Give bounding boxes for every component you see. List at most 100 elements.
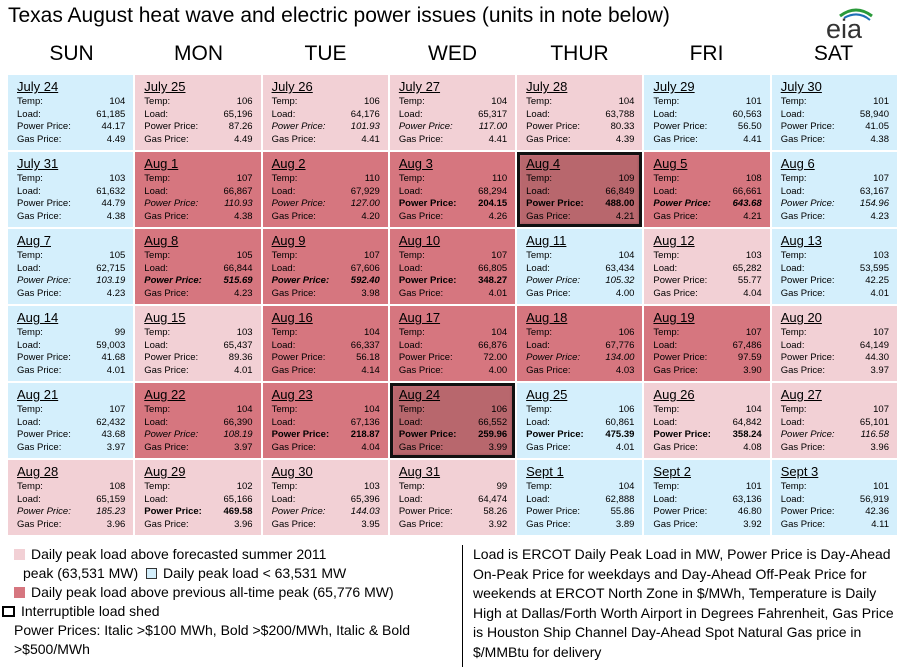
date-link[interactable]: Aug 1 [144,156,179,171]
gas-value: 4.26 [488,210,508,222]
legend-above-forecast: Daily peak load above forecasted summer … [31,546,327,562]
gas-row: Gas Price: 4.41 [272,134,380,147]
day-cell: July 28 Temp: 104 Load: 63,788 Power Price: 80… [517,75,643,150]
date-link[interactable]: July 24 [17,79,59,94]
gas-row: Gas Price: 4.21 [653,211,761,224]
power-label: Power Price: [17,506,71,517]
gas-label: Gas Price: [398,287,444,299]
power-value: 108.19 [223,429,253,440]
date-link[interactable]: Sept 2 [653,464,692,479]
date-link[interactable]: Aug 3 [398,156,433,171]
day-cell: Aug 12 Temp: 103 Load: 65,282 Power Price: 55.… [644,229,770,304]
date-link[interactable]: Aug 17 [398,310,441,325]
temp-row: Temp: 105 [17,250,125,263]
power-row: Power Price: 218.87 [272,429,380,442]
power-row: Power Price: 105.32 [526,275,634,288]
temp-row: Temp: 106 [526,327,634,340]
date-link[interactable]: Aug 23 [271,387,313,402]
power-label: Power Price: [17,275,71,286]
date-link[interactable]: Aug 12 [653,233,695,248]
power-value: 89.36 [228,352,253,363]
date-link[interactable]: July 29 [653,79,695,94]
date-link[interactable]: Aug 2 [271,156,306,171]
day-cell: Aug 20 Temp: 107 Load: 64,149 Power Price: 44.… [771,306,897,381]
date-link[interactable]: Aug 7 [17,233,51,248]
temp-row: Temp: 101 [653,481,761,494]
date-link[interactable]: Aug 22 [144,387,186,402]
date-link[interactable]: Sept 3 [780,464,819,479]
date-link[interactable]: July 28 [526,79,568,94]
date-link[interactable]: Aug 28 [17,464,59,479]
temp-label: Temp: [144,96,171,107]
date-link[interactable]: Aug 9 [271,233,306,248]
gas-label: Gas Price: [780,364,826,376]
gas-value: 3.97 [106,441,126,453]
power-label: Power Price: [144,352,199,363]
gas-label: Gas Price: [271,133,316,145]
legend-load-shed: Interruptible load shed [21,603,160,619]
date-link[interactable]: Aug 15 [144,310,186,325]
power-label: Power Price: [526,198,584,209]
date-link[interactable]: Aug 30 [271,464,313,479]
date-link[interactable]: Aug 24 [398,387,441,402]
load-label: Load: [653,416,678,428]
gas-label: Gas Price: [780,287,826,299]
date-link[interactable]: Aug 25 [526,387,568,402]
power-row: Power Price: 44.79 [17,198,125,211]
date-link[interactable]: Aug 29 [144,464,186,479]
load-value: 65,317 [478,108,508,120]
date-link[interactable]: Aug 10 [398,233,441,248]
gas-label: Gas Price: [17,287,62,299]
power-label: Power Price: [144,275,202,286]
date-link[interactable]: July 25 [144,79,186,94]
gas-label: Gas Price: [144,518,189,530]
power-row: Power Price: 56.18 [272,352,380,365]
date-link[interactable]: Aug 21 [17,387,59,402]
date-link[interactable]: Aug 20 [780,310,822,325]
temp-label: Temp: [144,173,171,184]
temp-row: Temp: 108 [17,481,125,494]
power-label: Power Price: [144,198,199,209]
date-link[interactable]: Sept 1 [526,464,564,479]
date-link[interactable]: Aug 26 [653,387,695,402]
date-link[interactable]: Aug 13 [780,233,822,248]
temp-row: Temp: 104 [144,404,252,417]
date-link[interactable]: Aug 6 [780,156,815,171]
gas-label: Gas Price: [271,287,316,299]
date-link[interactable]: Aug 11 [526,233,567,248]
day-cell: Aug 30 Temp: 103 Load: 65,396 Power Price: 144… [262,460,388,535]
power-row: Power Price: 101.93 [272,121,380,134]
temp-row: Temp: 107 [144,173,252,186]
date-link[interactable]: Aug 31 [398,464,441,479]
gas-label: Gas Price: [144,210,189,222]
gas-label: Gas Price: [780,133,826,145]
gas-value: 3.99 [488,441,508,453]
date-link[interactable]: Aug 27 [780,387,822,402]
temp-row: Temp: 103 [17,173,125,186]
date-link[interactable]: Aug 19 [653,310,695,325]
load-row: Load: 60,861 [526,417,634,430]
date-link[interactable]: July 31 [17,156,59,171]
temp-value: 104 [363,327,380,338]
date-link[interactable]: Aug 8 [144,233,179,248]
date-link[interactable]: July 27 [398,79,441,94]
temp-row: Temp: 103 [144,327,252,340]
date-link[interactable]: Aug 16 [271,310,313,325]
load-label: Load: [17,416,41,428]
date-link[interactable]: Aug 14 [17,310,59,325]
date-link[interactable]: July 26 [271,79,313,94]
power-row: Power Price: 110.93 [144,198,252,211]
date-link[interactable]: July 30 [780,79,822,94]
temp-row: Temp: 104 [526,96,634,109]
power-label: Power Price: [526,429,584,440]
date-link[interactable]: Aug 4 [526,156,561,171]
temp-value: 107 [491,250,508,261]
gas-label: Gas Price: [144,133,189,145]
day-cell: Aug 7 Temp: 105 Load: 62,715 Power Price: 103.… [8,229,134,304]
gas-row: Gas Price: 4.23 [781,211,889,224]
date-link[interactable]: Aug 18 [526,310,568,325]
date-link[interactable]: Aug 5 [653,156,688,171]
temp-label: Temp: [17,327,43,338]
load-row: Load: 63,788 [526,109,634,122]
gas-row: Gas Price: 4.38 [17,211,125,224]
